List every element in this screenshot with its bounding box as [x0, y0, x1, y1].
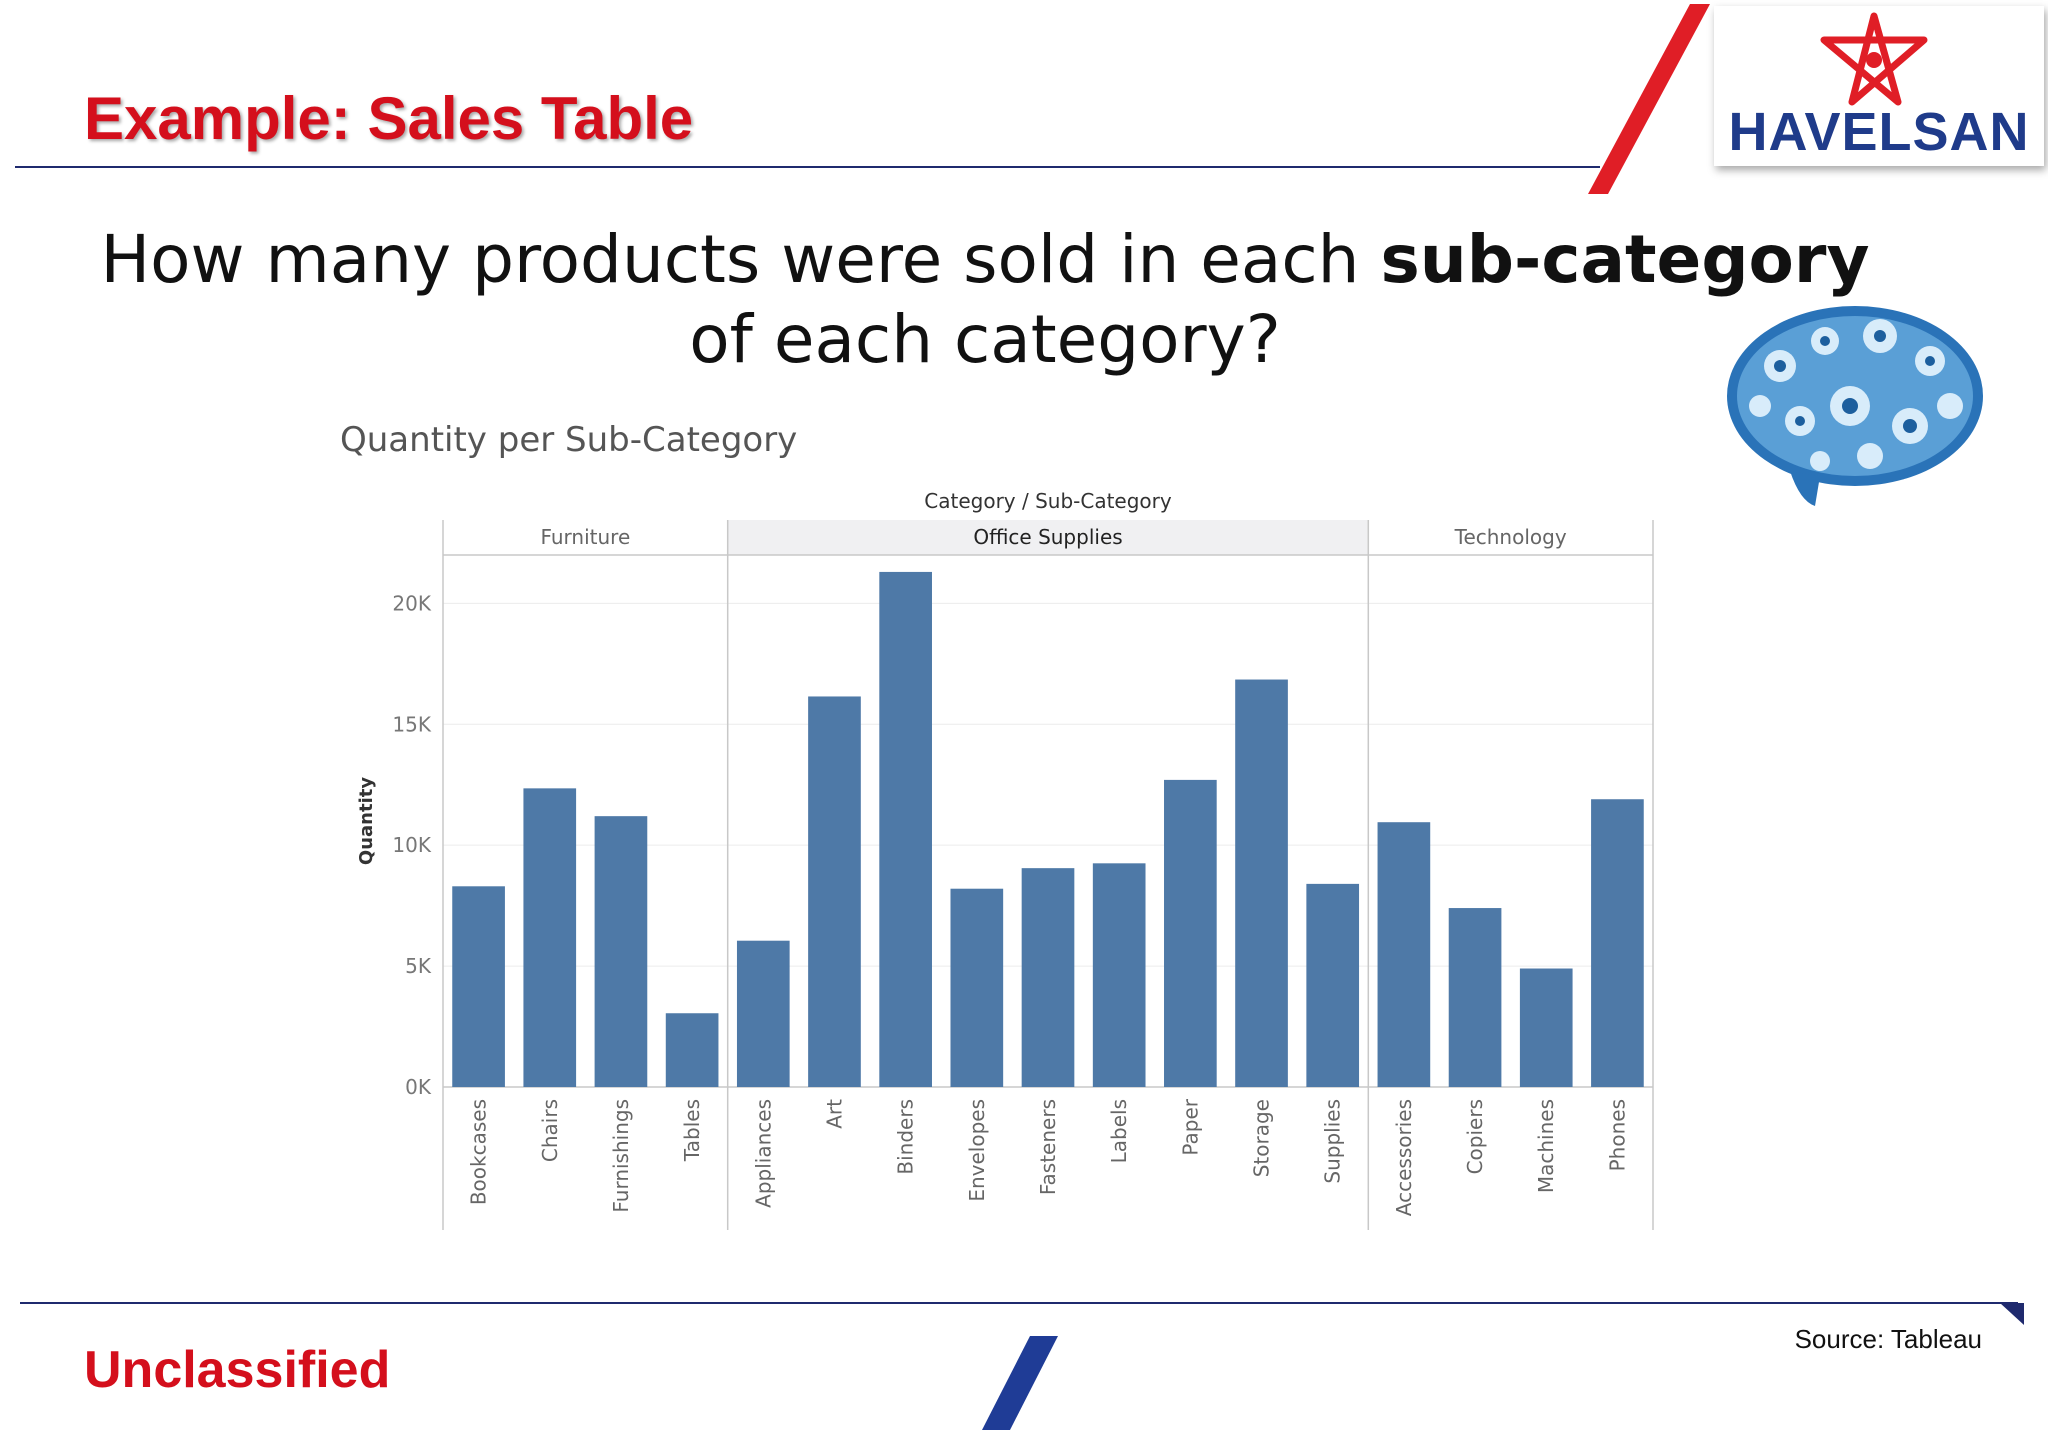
source-note: Source: Tableau — [1794, 1324, 1982, 1354]
x-tick-label: Envelopes — [965, 1099, 989, 1202]
x-tick-label: Supplies — [1321, 1099, 1345, 1184]
header-divider — [15, 166, 1600, 168]
x-tick-label: Appliances — [751, 1099, 775, 1208]
question-text: How many products were sold in each sub-… — [100, 221, 1870, 378]
header-label: Category / Sub-Category — [924, 489, 1172, 513]
bar-accessories — [1377, 822, 1431, 1087]
bar-paper — [1164, 779, 1217, 1087]
x-tick-label: Phones — [1605, 1099, 1629, 1171]
category-header: Technology — [1454, 525, 1567, 549]
y-tick-label: 10K — [392, 833, 431, 857]
x-tick-label: Storage — [1250, 1099, 1274, 1177]
brain-gears-icon — [1727, 306, 1983, 506]
bar-tables — [665, 1013, 719, 1087]
havelsan-logo: HAVELSAN — [1714, 6, 2044, 166]
bar-art — [808, 696, 861, 1087]
x-tick-label: Machines — [1534, 1099, 1558, 1193]
y-tick-label: 15K — [392, 712, 431, 736]
bar-chart: Category / Sub-Category 0K 5K 10K 15K 20K Quan… — [356, 489, 1654, 1230]
x-tick-label: Bookcases — [467, 1099, 491, 1205]
footer-corner-triangle — [2000, 1303, 2024, 1325]
bar-storage — [1235, 679, 1288, 1087]
blue-slash-decoration — [982, 1336, 1058, 1430]
category-header: Furniture — [540, 525, 630, 549]
chart-title: Quantity per Sub-Category — [340, 420, 798, 460]
bar-fasteners — [1021, 868, 1075, 1087]
category-header-bg — [727, 520, 1369, 555]
bar-phones — [1591, 799, 1644, 1087]
bar-furnishings — [594, 816, 648, 1087]
x-tick-label: Labels — [1107, 1099, 1131, 1163]
classification-label: Unclassified — [84, 1341, 391, 1399]
red-slash-decoration — [1588, 4, 1710, 194]
logo-text: HAVELSAN — [1728, 102, 2030, 162]
category-header: Office Supplies — [973, 525, 1122, 549]
bar-supplies — [1306, 883, 1360, 1087]
y-tick-label: 0K — [405, 1075, 432, 1099]
slide-title: Example: Sales Table — [84, 85, 694, 152]
y-tick-label: 5K — [405, 954, 432, 978]
x-tick-label: Paper — [1178, 1098, 1202, 1155]
x-tick-label: Art — [822, 1099, 846, 1129]
bar-chairs — [523, 788, 577, 1087]
x-tick-label: Binders — [894, 1099, 918, 1175]
bar-machines — [1519, 968, 1573, 1087]
bar-envelopes — [950, 888, 1004, 1087]
y-axis-label: Quantity — [356, 777, 377, 865]
x-tick-label: Fasteners — [1036, 1099, 1060, 1195]
x-tick-label: Accessories — [1392, 1099, 1416, 1216]
logo-star-icon — [1820, 12, 1928, 106]
bar-bookcases — [452, 886, 505, 1087]
bar-appliances — [736, 940, 790, 1087]
bar-copiers — [1448, 908, 1502, 1087]
x-tick-label: Tables — [680, 1099, 704, 1162]
bar-labels — [1092, 863, 1146, 1087]
question-emphasis: sub-category — [1380, 221, 1870, 298]
y-tick-label: 20K — [392, 591, 431, 615]
x-tick-label: Chairs — [538, 1099, 562, 1162]
bar-binders — [879, 571, 932, 1087]
footer-divider — [20, 1302, 2018, 1304]
x-tick-label: Furnishings — [609, 1099, 633, 1213]
x-tick-label: Copiers — [1463, 1099, 1487, 1174]
